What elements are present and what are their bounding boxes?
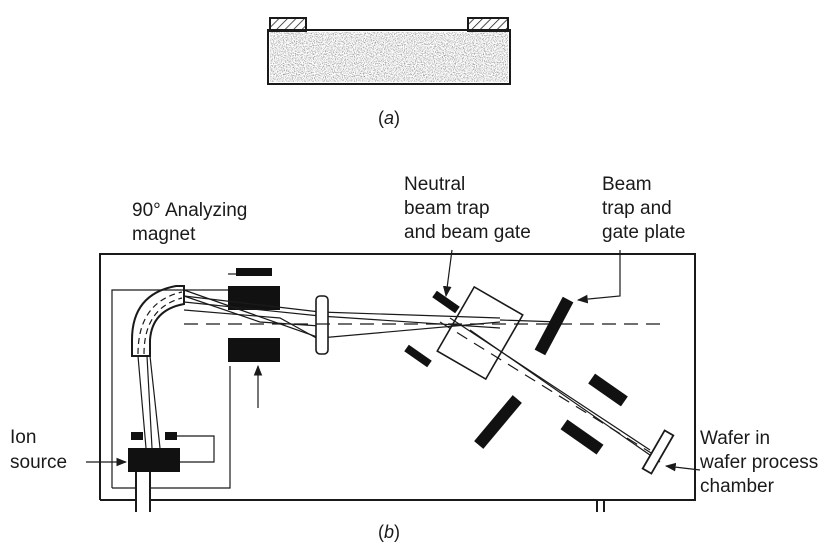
caption-b: (b) — [378, 522, 400, 542]
label-wafer: Wafer in wafer process chamber — [699, 428, 824, 497]
label-beam-trap: Beam trap and gate plate — [602, 174, 685, 243]
ion-beam — [183, 289, 661, 463]
wafer — [641, 429, 675, 475]
label-ion-source: Ion source — [10, 427, 67, 473]
ion-source — [128, 355, 215, 512]
figure-a-substrate — [267, 17, 511, 85]
trap-plates — [404, 290, 628, 455]
label-magnet: 90° Analyzing magnet — [132, 200, 253, 245]
mask-right — [467, 17, 509, 32]
wafer-pointer — [664, 462, 701, 472]
focusing-electrodes — [228, 268, 280, 408]
mask-left — [269, 17, 307, 32]
deflector-box — [436, 285, 524, 381]
neutral-trap-pointer — [442, 249, 453, 298]
label-neutral-trap: Neutral beam trap and beam gate — [404, 174, 531, 243]
beam-trap-pointer — [576, 250, 621, 304]
substrate-doping-speckle — [270, 32, 508, 82]
caption-a: (a) — [378, 108, 400, 128]
analyzing-magnet — [131, 285, 185, 357]
